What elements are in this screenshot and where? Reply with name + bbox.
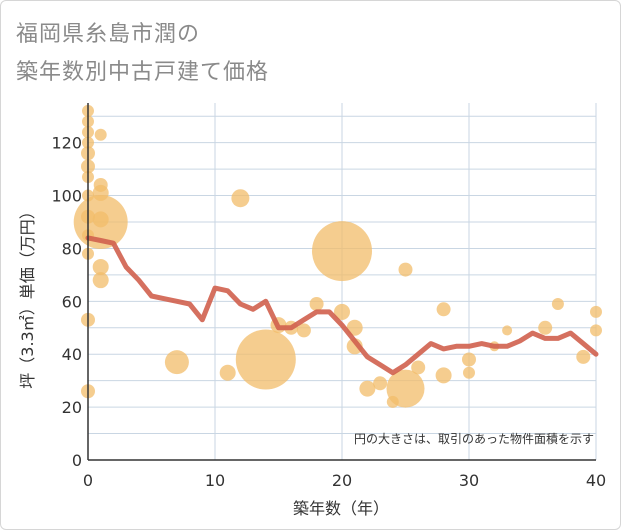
data-bubble (462, 352, 476, 367)
data-bubble (312, 221, 372, 282)
data-bubble (94, 128, 107, 141)
y-tick-label: 0 (72, 451, 82, 470)
axes (87, 103, 596, 461)
data-bubble (386, 369, 425, 408)
data-bubble (219, 364, 236, 381)
y-tick-labels: 0 20 40 60 80 100 120 (51, 134, 82, 470)
data-bubble (373, 376, 388, 391)
data-bubble (235, 329, 296, 390)
y-tick-label: 120 (51, 134, 82, 153)
data-bubble (73, 195, 128, 249)
data-bubble (334, 303, 350, 320)
x-tick-label: 10 (205, 471, 225, 490)
y-tick-label: 20 (62, 398, 82, 417)
x-tick-labels: 0 10 20 30 40 (83, 471, 606, 490)
data-bubble (164, 350, 189, 375)
data-bubble (296, 323, 311, 338)
data-bubble (551, 297, 564, 310)
trend-line (85, 235, 599, 376)
data-bubble (538, 320, 553, 335)
y-tick-label: 100 (51, 187, 82, 206)
x-tick-label: 30 (459, 471, 479, 490)
data-bubble (346, 319, 363, 336)
data-bubble (411, 360, 426, 375)
y-tick-label: 40 (62, 345, 82, 364)
data-bubble (398, 262, 413, 277)
x-tick-label: 20 (332, 471, 352, 490)
x-tick-label: 40 (586, 471, 606, 490)
chart-title-line1: 福岡県糸島市潤の (16, 22, 201, 47)
data-bubble (436, 302, 451, 317)
size-note: 円の大きさは、取引のあった物件面積を示す (354, 431, 594, 446)
y-axis-label: 坪（3.3㎡）単価（万円） (18, 203, 37, 388)
data-bubble (309, 296, 324, 311)
y-tick-label: 80 (62, 239, 82, 258)
x-tick-label: 0 (83, 471, 93, 490)
data-bubble (576, 349, 591, 364)
data-bubble (502, 325, 513, 336)
data-bubble (359, 380, 376, 397)
chart-title-line2: 築年数別中古戸建て価格 (16, 60, 270, 85)
data-bubble (92, 272, 109, 289)
data-bubble (590, 305, 602, 318)
data-bubble (463, 366, 475, 379)
x-axis-label: 築年数（年） (293, 499, 389, 518)
bubble-series (73, 104, 602, 408)
grid-lines (88, 103, 597, 460)
y-tick-label: 60 (62, 292, 82, 311)
data-bubble (435, 367, 452, 384)
data-bubble (590, 324, 602, 337)
data-bubble (92, 258, 109, 275)
data-bubble (231, 189, 250, 208)
